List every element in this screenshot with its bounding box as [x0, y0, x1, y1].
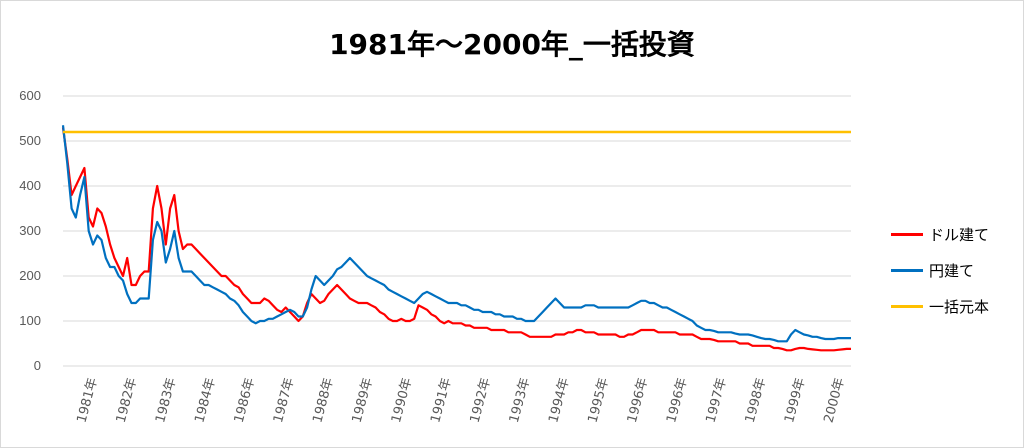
- x-tick-label-15: 1996年: [664, 376, 690, 424]
- legend: ドル建て 円建て 一括元本: [891, 216, 989, 324]
- x-tick-label-8: 1990年: [389, 376, 415, 424]
- y-tick-label-5: 500: [19, 133, 41, 148]
- y-tick-label-4: 400: [19, 178, 41, 193]
- x-tick-label-11: 1993年: [507, 376, 533, 424]
- series-line-0: [61, 127, 851, 352]
- legend-label-dollar: ドル建て: [929, 225, 990, 244]
- x-tick-label-19: 2000年: [821, 376, 847, 424]
- x-tick-label-1: 1982年: [114, 376, 140, 424]
- x-tick-label-5: 1987年: [271, 376, 297, 424]
- x-tick-label-6: 1988年: [310, 376, 336, 424]
- x-tick-label-0: 1981年: [74, 376, 100, 424]
- legend-swatch-yen: [891, 268, 923, 272]
- x-tick-label-9: 1991年: [428, 376, 454, 424]
- y-tick-label-3: 300: [19, 223, 41, 238]
- y-tick-label-2: 200: [19, 268, 41, 283]
- legend-swatch-dollar: [891, 232, 923, 236]
- y-tick-label-0: 0: [34, 358, 41, 373]
- legend-item-yen: 円建て: [891, 252, 989, 288]
- x-tick-label-10: 1992年: [468, 376, 494, 424]
- x-tick-label-18: 1999年: [782, 376, 808, 424]
- legend-label-yen: 円建て: [929, 261, 975, 280]
- x-tick-label-2: 1983年: [153, 376, 179, 424]
- legend-swatch-principal: [891, 304, 923, 308]
- series-line-1: [61, 125, 851, 343]
- x-tick-label-16: 1997年: [703, 376, 729, 424]
- chart-title: 1981年～2000年_一括投資: [329, 28, 695, 61]
- x-tick-label-14: 1996年: [625, 376, 651, 424]
- x-tick-label-17: 1998年: [743, 376, 769, 424]
- legend-label-principal: 一括元本: [929, 297, 990, 316]
- x-tick-label-7: 1989年: [350, 376, 376, 424]
- legend-item-dollar: ドル建て: [891, 216, 989, 252]
- y-tick-label-1: 100: [19, 313, 41, 328]
- legend-item-principal: 一括元本: [891, 288, 989, 324]
- x-tick-label-4: 1986年: [232, 376, 258, 424]
- x-tick-label-12: 1994年: [546, 376, 572, 424]
- x-tick-label-13: 1995年: [586, 376, 612, 424]
- x-tick-label-3: 1984年: [192, 376, 218, 424]
- y-tick-label-6: 600: [19, 88, 41, 103]
